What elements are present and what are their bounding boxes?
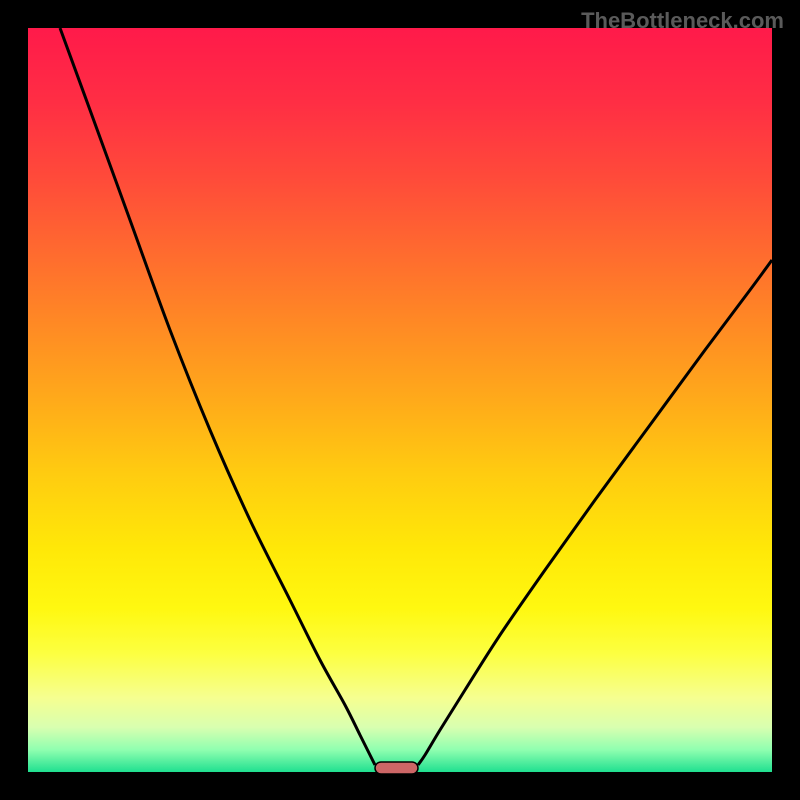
chart-svg: [0, 0, 800, 800]
optimal-marker: [375, 762, 418, 774]
bottleneck-chart: TheBottleneck.com: [0, 0, 800, 800]
watermark-text: TheBottleneck.com: [581, 8, 784, 34]
